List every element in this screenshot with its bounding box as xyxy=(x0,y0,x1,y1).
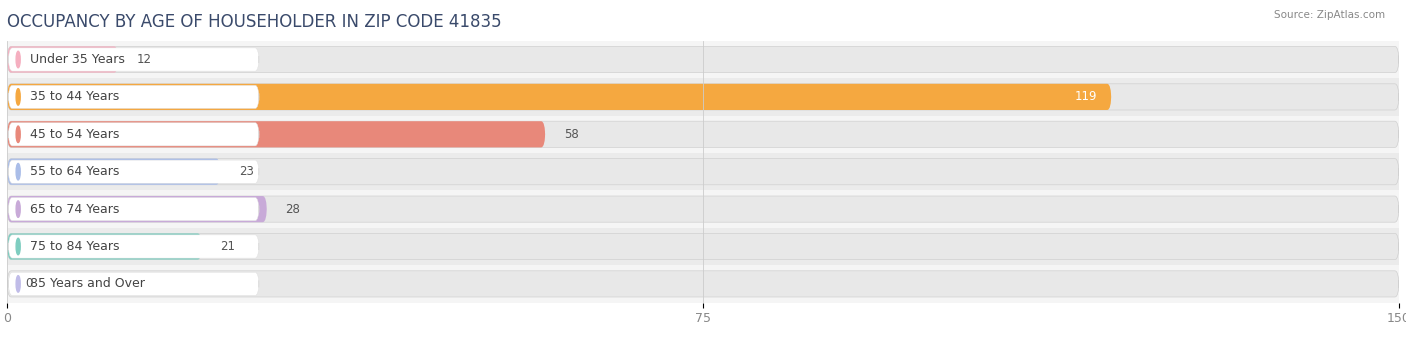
FancyBboxPatch shape xyxy=(7,196,1399,222)
FancyBboxPatch shape xyxy=(8,48,259,71)
FancyBboxPatch shape xyxy=(8,123,259,146)
Text: 35 to 44 Years: 35 to 44 Years xyxy=(31,90,120,103)
Bar xyxy=(7,153,1399,190)
Text: 85 Years and Over: 85 Years and Over xyxy=(31,277,145,290)
FancyBboxPatch shape xyxy=(7,46,118,73)
FancyBboxPatch shape xyxy=(7,233,202,260)
FancyBboxPatch shape xyxy=(7,271,1399,297)
Circle shape xyxy=(15,89,20,105)
FancyBboxPatch shape xyxy=(7,121,1399,148)
FancyBboxPatch shape xyxy=(7,233,1399,260)
Circle shape xyxy=(15,51,20,68)
Text: 28: 28 xyxy=(285,203,301,216)
FancyBboxPatch shape xyxy=(8,235,259,258)
Bar xyxy=(7,190,1399,228)
Circle shape xyxy=(15,201,20,217)
FancyBboxPatch shape xyxy=(7,121,546,148)
Text: 119: 119 xyxy=(1074,90,1098,103)
FancyBboxPatch shape xyxy=(7,158,221,185)
Circle shape xyxy=(15,238,20,255)
Text: 21: 21 xyxy=(221,240,235,253)
Text: 45 to 54 Years: 45 to 54 Years xyxy=(31,128,120,141)
Text: 12: 12 xyxy=(136,53,152,66)
Circle shape xyxy=(15,276,20,292)
FancyBboxPatch shape xyxy=(7,158,1399,185)
Text: Under 35 Years: Under 35 Years xyxy=(31,53,125,66)
Bar xyxy=(7,228,1399,265)
FancyBboxPatch shape xyxy=(8,160,259,183)
FancyBboxPatch shape xyxy=(8,85,259,108)
FancyBboxPatch shape xyxy=(7,46,1399,73)
Bar xyxy=(7,41,1399,78)
FancyBboxPatch shape xyxy=(7,84,1399,110)
Text: Source: ZipAtlas.com: Source: ZipAtlas.com xyxy=(1274,10,1385,20)
Text: 55 to 64 Years: 55 to 64 Years xyxy=(31,165,120,178)
Text: 58: 58 xyxy=(564,128,578,141)
FancyBboxPatch shape xyxy=(7,196,267,222)
Circle shape xyxy=(15,164,20,180)
Text: 23: 23 xyxy=(239,165,254,178)
Circle shape xyxy=(15,126,20,142)
FancyBboxPatch shape xyxy=(8,198,259,221)
Text: OCCUPANCY BY AGE OF HOUSEHOLDER IN ZIP CODE 41835: OCCUPANCY BY AGE OF HOUSEHOLDER IN ZIP C… xyxy=(7,13,502,31)
Text: 65 to 74 Years: 65 to 74 Years xyxy=(31,203,120,216)
FancyBboxPatch shape xyxy=(7,84,1111,110)
Bar xyxy=(7,78,1399,116)
Bar xyxy=(7,116,1399,153)
FancyBboxPatch shape xyxy=(8,272,259,295)
Text: 75 to 84 Years: 75 to 84 Years xyxy=(31,240,120,253)
Bar xyxy=(7,265,1399,303)
Text: 0: 0 xyxy=(25,277,32,290)
